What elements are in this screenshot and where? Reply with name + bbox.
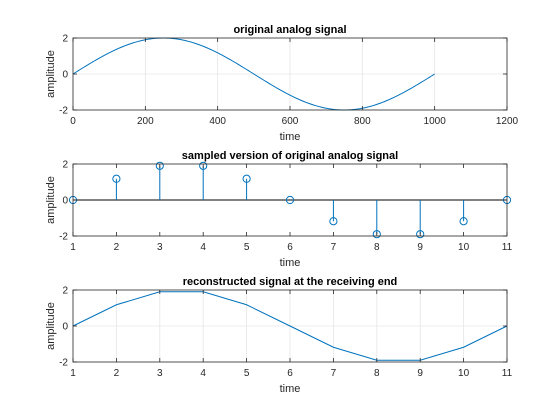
y-tick-label: -2: [59, 358, 68, 369]
x-tick-label: 1000: [424, 116, 447, 127]
subplot-title: original analog signal: [233, 24, 346, 36]
x-tick-label: 9: [417, 368, 423, 379]
x-axis-label: time: [280, 383, 301, 395]
x-tick-label: 7: [331, 368, 337, 379]
x-tick-label: 4: [200, 368, 206, 379]
subplot-title: sampled version of original analog signa…: [182, 150, 398, 162]
y-tick-label: -2: [59, 232, 68, 243]
stem-marker: [112, 174, 121, 183]
stem-marker: [242, 174, 251, 183]
x-tick-label: 11: [502, 368, 513, 379]
x-tick-label: 3: [157, 242, 163, 253]
series-line: [72, 37, 435, 111]
x-tick-label: 10: [458, 368, 470, 379]
x-tick-label: 600: [282, 116, 299, 127]
stem-marker: [285, 195, 295, 205]
x-tick-label: 200: [137, 116, 154, 127]
x-tick-label: 8: [374, 242, 380, 253]
x-tick-label: 1: [70, 368, 76, 379]
x-tick-label: 10: [458, 242, 470, 253]
x-tick-label: 400: [209, 116, 226, 127]
subplot-title: reconstructed signal at the receiving en…: [183, 276, 398, 288]
x-tick-label: 8: [374, 368, 380, 379]
x-tick-label: 6: [287, 368, 293, 379]
x-tick-label: 4: [200, 242, 206, 253]
y-tick-label: -2: [59, 106, 68, 117]
y-tick-label: 0: [62, 322, 68, 333]
y-axis-label: amplitude: [45, 50, 57, 98]
x-tick-label: 0: [70, 116, 76, 127]
subplot-original-signal: 0 200 400 600 800 1000 1200-202 original analo…: [45, 24, 519, 143]
x-tick-label: 3: [157, 368, 163, 379]
x-tick-label: 1: [70, 242, 76, 253]
x-tick-label: 5: [244, 368, 250, 379]
stem-marker: [372, 230, 381, 239]
y-tick-label: 0: [62, 70, 68, 81]
stem-marker: [416, 230, 425, 239]
x-axis-label: time: [280, 131, 301, 143]
x-tick-label: 11: [502, 242, 513, 253]
x-tick-label: 6: [287, 242, 293, 253]
stem-marker: [459, 217, 468, 226]
x-tick-label: 800: [354, 116, 371, 127]
x-tick-label: 7: [331, 242, 337, 253]
y-tick-label: 2: [62, 160, 68, 171]
stem-marker: [155, 161, 164, 170]
x-tick-label: 5: [244, 242, 250, 253]
y-tick-label: 2: [62, 286, 68, 297]
x-tick-label: 2: [114, 242, 120, 253]
stem-marker: [329, 217, 338, 226]
x-tick-label: 9: [417, 242, 423, 253]
stem-marker: [199, 161, 208, 170]
series-line: [72, 291, 508, 361]
y-tick-label: 0: [62, 196, 68, 207]
y-axis-label: amplitude: [45, 302, 57, 350]
x-axis-label: time: [280, 257, 301, 269]
subplot-reconstructed-signal: 1 2 3 4 5 6 7 8 9 10 11 -2 0 2 reconstructed signal a…: [45, 276, 513, 395]
x-tick-label: 1200: [496, 116, 519, 127]
x-tick-label: 2: [114, 368, 120, 379]
subplot-sampled-signal: 1 2 3 4 5 6 7 8 9 10 11 -2 0 2 sampled version of ori…: [45, 150, 513, 269]
y-axis-label: amplitude: [45, 176, 57, 224]
y-tick-label: 2: [62, 34, 68, 45]
